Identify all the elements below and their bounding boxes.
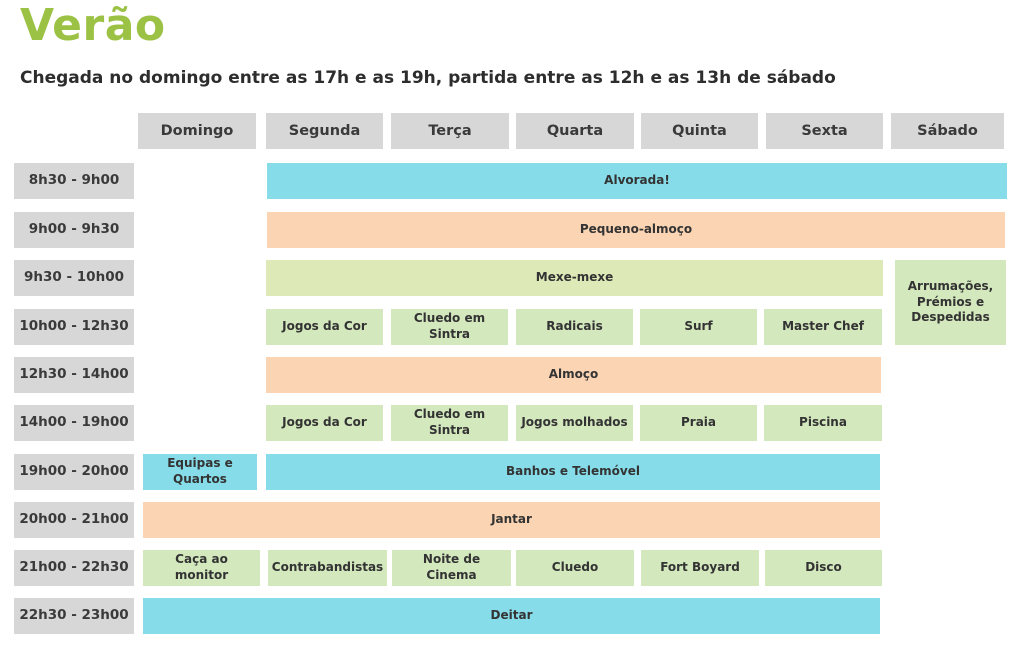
page-subtitle: Chegada no domingo entre as 17h e as 19h… <box>20 68 836 88</box>
activity-pequeno-almoco: Pequeno-almoço <box>267 212 1005 248</box>
activity-noite-domingo: Caça ao monitor <box>143 550 260 586</box>
time-label: 8h30 - 9h00 <box>14 163 134 199</box>
day-header-segunda: Segunda <box>266 113 383 149</box>
day-header-quinta: Quinta <box>641 113 758 149</box>
activity-noite-segunda: Contrabandistas <box>268 550 387 586</box>
activity-jantar: Jantar <box>143 502 880 538</box>
activity-mexe-mexe: Mexe-mexe <box>266 260 883 296</box>
time-label: 9h30 - 10h00 <box>14 260 134 296</box>
activity-manha-sexta: Master Chef <box>764 309 882 345</box>
time-label: 14h00 - 19h00 <box>14 405 134 441</box>
time-label: 12h30 - 14h00 <box>14 357 134 393</box>
activity-tarde-segunda: Jogos da Cor <box>266 405 383 441</box>
time-label: 21h00 - 22h30 <box>14 550 134 586</box>
activity-noite-terca: Noite de Cinema <box>392 550 511 586</box>
time-label: 19h00 - 20h00 <box>14 454 134 490</box>
time-label: 20h00 - 21h00 <box>14 502 134 538</box>
activity-alvorada: Alvorada! <box>267 163 1007 199</box>
time-label: 9h00 - 9h30 <box>14 212 134 248</box>
time-label: 22h30 - 23h00 <box>14 598 134 634</box>
activity-manha-terca: Cluedo em Sintra <box>391 309 508 345</box>
activity-manha-quarta: Radicais <box>516 309 633 345</box>
day-header-quarta: Quarta <box>516 113 634 149</box>
activity-noite-sexta: Disco <box>765 550 882 586</box>
activity-noite-quinta: Fort Boyard <box>641 550 759 586</box>
time-label: 10h00 - 12h30 <box>14 309 134 345</box>
activity-manha-quinta: Surf <box>640 309 757 345</box>
day-header-domingo: Domingo <box>138 113 256 149</box>
activity-tarde-quarta: Jogos molhados <box>516 405 633 441</box>
activity-arrumacoes: Arrumações, Prémios e Despedidas <box>895 260 1006 345</box>
day-header-sabado: Sábado <box>891 113 1004 149</box>
activity-noite-quarta: Cluedo <box>516 550 634 586</box>
activity-tarde-sexta: Piscina <box>764 405 882 441</box>
activity-tarde-quinta: Praia <box>640 405 757 441</box>
activity-tarde-terca: Cluedo em Sintra <box>391 405 508 441</box>
activity-equipas: Equipas e Quartos <box>143 454 257 490</box>
day-header-sexta: Sexta <box>766 113 883 149</box>
activity-banhos: Banhos e Telemóvel <box>266 454 880 490</box>
day-header-terca: Terça <box>391 113 509 149</box>
page-title: Verão <box>20 0 166 51</box>
activity-almoco: Almoço <box>266 357 881 393</box>
activity-deitar: Deitar <box>143 598 880 634</box>
activity-manha-segunda: Jogos da Cor <box>266 309 383 345</box>
